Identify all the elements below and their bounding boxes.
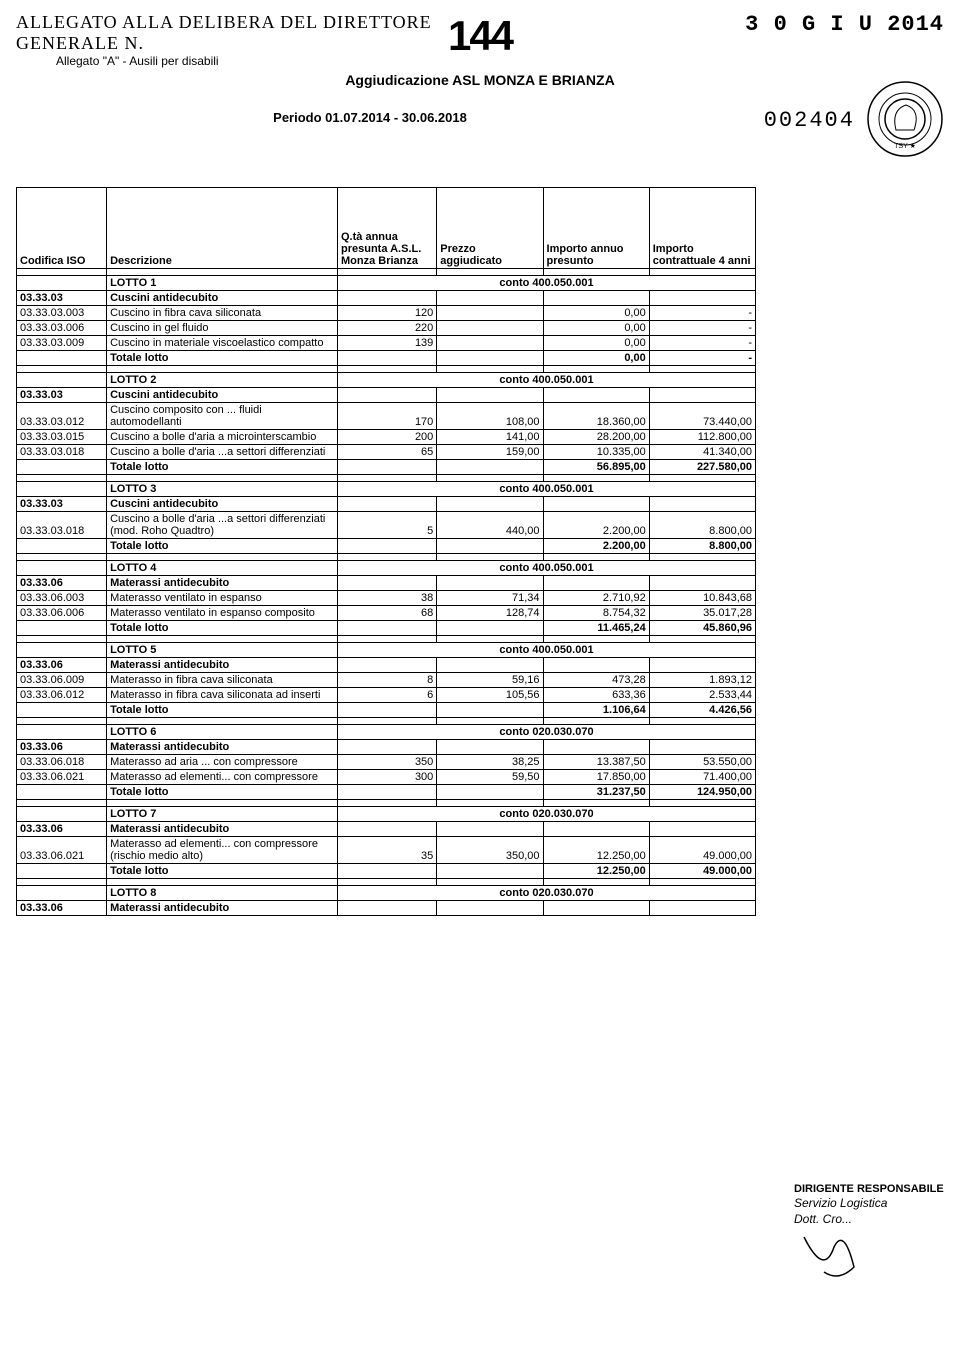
table-row: LOTTO 1conto 400.050.001 [17, 276, 756, 291]
table-row: 03.33.06.021Materasso ad elementi... con… [17, 770, 756, 785]
table-row: 03.33.06.012Materasso in fibra cava sili… [17, 688, 756, 703]
table-row: Totale lotto12.250,0049.000,00 [17, 864, 756, 879]
sig-line-3: Dott. Cro... [794, 1212, 954, 1228]
table-row: Totale lotto2.200,008.800,00 [17, 539, 756, 554]
sig-line-1: DIRIGENTE RESPONSABILE [794, 1182, 954, 1196]
table-row: 03.33.03.003Cuscino in fibra cava silico… [17, 306, 756, 321]
table-row: 03.33.06.021Materasso ad elementi... con… [17, 837, 756, 864]
table-row: 03.33.03Cuscini antidecubito [17, 291, 756, 306]
table-row: 03.33.06Materassi antidecubito [17, 901, 756, 916]
table-row: Totale lotto11.465,2445.860,96 [17, 621, 756, 636]
protocol-number: 002404 [764, 108, 855, 133]
table-row: Totale lotto56.895,00227.580,00 [17, 460, 756, 475]
table-row: 03.33.03.018Cuscino a bolle d'aria ...a … [17, 445, 756, 460]
table-row [17, 636, 756, 643]
table-header-row: Codifica ISO Descrizione Q.tà annua pres… [17, 188, 756, 269]
table-row: 03.33.06.009Materasso in fibra cava sili… [17, 673, 756, 688]
table-row: 03.33.06.006Materasso ventilato in espan… [17, 606, 756, 621]
col-iso: Codifica ISO [17, 188, 107, 269]
header-row: ALLEGATO ALLA DELIBERA DEL DIRETTORE GEN… [16, 12, 944, 68]
table-row [17, 800, 756, 807]
table-row: LOTTO 3conto 400.050.001 [17, 482, 756, 497]
table-row: 03.33.06.003Materasso ventilato in espan… [17, 591, 756, 606]
handwritten-annotation: ALLEGATO ALLA DELIBERA DEL DIRETTORE GEN… [16, 12, 440, 54]
table-row: 03.33.06Materassi antidecubito [17, 822, 756, 837]
table-row: 03.33.06.018Materasso ad aria ... con co… [17, 755, 756, 770]
col-4anni: Importo contrattuale 4 anni [649, 188, 755, 269]
table-row: 03.33.06Materassi antidecubito [17, 576, 756, 591]
periodo-line: Periodo 01.07.2014 - 30.06.2018 [16, 110, 724, 125]
table-row: LOTTO 6conto 020.030.070 [17, 725, 756, 740]
table-row [17, 718, 756, 725]
table-row [17, 554, 756, 561]
svg-text:TSY ★: TSY ★ [894, 142, 916, 150]
table-row: 03.33.03Cuscini antidecubito [17, 388, 756, 403]
table-row [17, 366, 756, 373]
table-row: 03.33.03.015Cuscino a bolle d'aria a mic… [17, 430, 756, 445]
col-prezzo: Prezzo aggiudicato [437, 188, 543, 269]
col-desc: Descrizione [107, 188, 338, 269]
allegato-subtitle: Allegato "A" - Ausili per disabili [56, 54, 440, 68]
province-seal-icon: TSY ★ [866, 80, 944, 161]
main-table: Codifica ISO Descrizione Q.tà annua pres… [16, 187, 756, 916]
table-row: Totale lotto31.237,50124.950,00 [17, 785, 756, 800]
table-row: 03.33.03.012Cuscino composito con ... fl… [17, 403, 756, 430]
table-row: Totale lotto1.106,644.426,56 [17, 703, 756, 718]
col-qta: Q.tà annua presunta A.S.L. Monza Brianza [338, 188, 437, 269]
table-row: 03.33.03.009Cuscino in materiale viscoel… [17, 336, 756, 351]
date-stamp: 3 0 G I U 2014 [745, 12, 944, 37]
table-row [17, 879, 756, 886]
table-row: LOTTO 7conto 020.030.070 [17, 807, 756, 822]
table-row: 03.33.06Materassi antidecubito [17, 658, 756, 673]
delibera-number: 144 [448, 12, 512, 59]
table-row: LOTTO 5conto 400.050.001 [17, 643, 756, 658]
table-row [17, 269, 756, 276]
sig-line-2: Servizio Logistica [794, 1196, 954, 1212]
signature-block: DIRIGENTE RESPONSABILE Servizio Logistic… [794, 1182, 954, 1292]
table-row: LOTTO 8conto 020.030.070 [17, 886, 756, 901]
table-row: 03.33.03.018Cuscino a bolle d'aria ...a … [17, 512, 756, 539]
signature-scribble-icon [794, 1227, 874, 1287]
table-row: 03.33.06Materassi antidecubito [17, 740, 756, 755]
table-row: 03.33.03Cuscini antidecubito [17, 497, 756, 512]
table-row: LOTTO 2conto 400.050.001 [17, 373, 756, 388]
col-annuo: Importo annuo presunto [543, 188, 649, 269]
table-row: LOTTO 4conto 400.050.001 [17, 561, 756, 576]
table-row: 03.33.03.006Cuscino in gel fluido2200,00… [17, 321, 756, 336]
table-row: Totale lotto0,00- [17, 351, 756, 366]
table-row [17, 475, 756, 482]
